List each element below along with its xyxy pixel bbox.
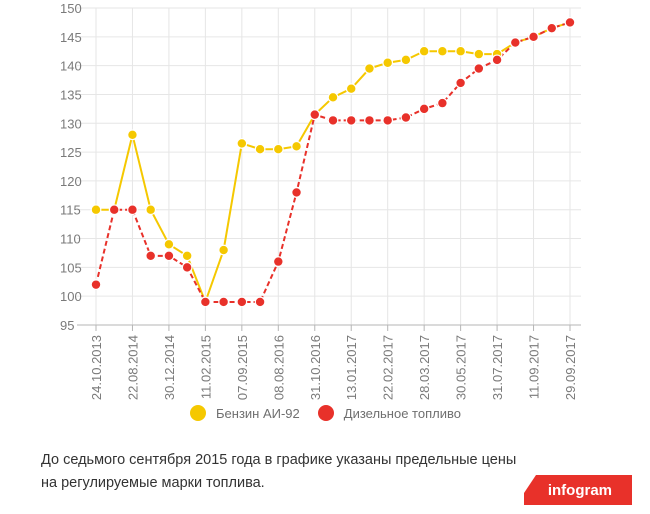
- caption-line-1: До седьмого сентября 2015 года в графике…: [41, 452, 517, 468]
- y-tick-label: 95: [60, 318, 74, 333]
- y-tick-label: 105: [60, 260, 82, 275]
- series-0-point: [254, 143, 266, 155]
- x-tick-label: 22.08.2014: [125, 335, 140, 400]
- y-tick-label: 145: [60, 30, 82, 45]
- x-tick-label: 24.10.2013: [89, 335, 104, 400]
- series-1-point: [272, 256, 284, 268]
- x-tick-label: 08.08.2016: [271, 335, 286, 400]
- series-0-point: [127, 129, 138, 141]
- series-1-point: [546, 22, 558, 34]
- x-tick-label: 31.10.2016: [308, 335, 323, 400]
- series-1-point: [309, 109, 321, 121]
- series-0-point: [436, 45, 448, 57]
- series-1-point: [491, 54, 503, 66]
- legend-swatch-petrol: [190, 405, 206, 421]
- series-0-point: [218, 244, 230, 256]
- y-tick-label: 150: [60, 1, 82, 16]
- caption-line-2: на регулируемые марки топлива.: [41, 475, 265, 491]
- infogram-label: infogram: [547, 481, 612, 499]
- x-tick-label: 11.02.2015: [198, 335, 213, 399]
- series-0-point: [163, 238, 175, 250]
- series-1-point: [509, 37, 521, 48]
- fuel-price-chart: 24.10.2013 22.08.2014 30.12.2014 11.02.2015…: [60, 1, 581, 400]
- legend: Бензин АИ-92 Дизельное топливо: [190, 405, 479, 421]
- x-tick-label: 29.09.2017: [563, 335, 578, 400]
- chart-caption: До седьмого сентября 2015 года в графике…: [41, 449, 561, 495]
- series-0-point: [291, 140, 302, 152]
- series-1-point: [254, 296, 266, 308]
- legend-swatch-diesel: [317, 405, 334, 421]
- legend-item-petrol[interactable]: Бензин АИ-92: [190, 405, 300, 421]
- chart-grid: [77, 7, 581, 325]
- series-0-point: [345, 83, 357, 95]
- y-tick-label: 120: [60, 174, 82, 189]
- series-0-point: [90, 204, 102, 216]
- series-0-point: [145, 204, 157, 216]
- series-points: [90, 17, 576, 308]
- series-0-point: [473, 48, 485, 60]
- series-line-1: [95, 21, 571, 303]
- x-tick-label: 28.03.2017: [417, 335, 432, 400]
- series-1-point: [345, 114, 357, 126]
- series-0-point: [382, 57, 394, 69]
- y-tick-label: 140: [60, 59, 82, 74]
- series-1-point: [163, 250, 175, 262]
- series-0-point: [236, 138, 248, 149]
- x-tick-label: 30.12.2014: [162, 335, 177, 400]
- series-1-point: [400, 112, 412, 123]
- series-1-point: [181, 261, 193, 273]
- y-tick-label: 125: [60, 145, 82, 160]
- x-tick-label: 22.02.2017: [381, 335, 396, 400]
- series-1-point: [145, 250, 157, 262]
- series-1-point: [108, 204, 120, 216]
- x-tick-label: 07.09.2015: [235, 335, 250, 400]
- series-1-point: [218, 296, 230, 308]
- y-tick-label: 100: [60, 289, 82, 304]
- series-1-point: [382, 114, 394, 126]
- series-1-point: [418, 103, 430, 115]
- series-0-point: [400, 54, 412, 66]
- y-tick-label: 115: [60, 203, 81, 218]
- x-tick-label: 11.09.2017: [527, 335, 542, 399]
- series-0-point: [418, 45, 430, 57]
- series-0-point: [181, 250, 193, 262]
- legend-item-diesel[interactable]: Дизельное топливо: [317, 405, 461, 421]
- y-axis: 95 100 105 110 115 120 125 130 135 140 145 150: [60, 1, 82, 333]
- series-1-point: [236, 296, 248, 308]
- series-1-point: [473, 63, 485, 74]
- series-1-point: [436, 97, 448, 109]
- series-1-point: [364, 114, 375, 126]
- x-tick-label: 30.05.2017: [454, 335, 469, 400]
- series-1-point: [199, 296, 211, 308]
- series-0-point: [272, 143, 284, 155]
- series-0-point: [327, 91, 339, 103]
- infogram-badge[interactable]: infogram: [524, 475, 632, 505]
- series-0-point: [364, 63, 375, 74]
- x-tick-label: 13.01.2017: [344, 335, 359, 400]
- series-0-point: [455, 45, 467, 57]
- series-1-point: [127, 204, 138, 216]
- series-1-point: [327, 114, 339, 126]
- y-tick-label: 135: [60, 87, 82, 102]
- legend-label-petrol: Бензин АИ-92: [216, 405, 300, 421]
- series-1-point: [90, 279, 102, 291]
- series-1-point: [564, 17, 576, 28]
- series-1-point: [455, 77, 467, 89]
- series-1-point: [528, 31, 539, 43]
- legend-label-diesel: Дизельное топливо: [343, 405, 461, 421]
- x-tick-label: 31.07.2017: [490, 335, 505, 400]
- x-axis: 24.10.2013 22.08.2014 30.12.2014 11.02.2015…: [77, 324, 581, 400]
- y-tick-label: 110: [60, 232, 81, 247]
- series-1-point: [291, 187, 302, 198]
- y-tick-label: 130: [60, 116, 82, 131]
